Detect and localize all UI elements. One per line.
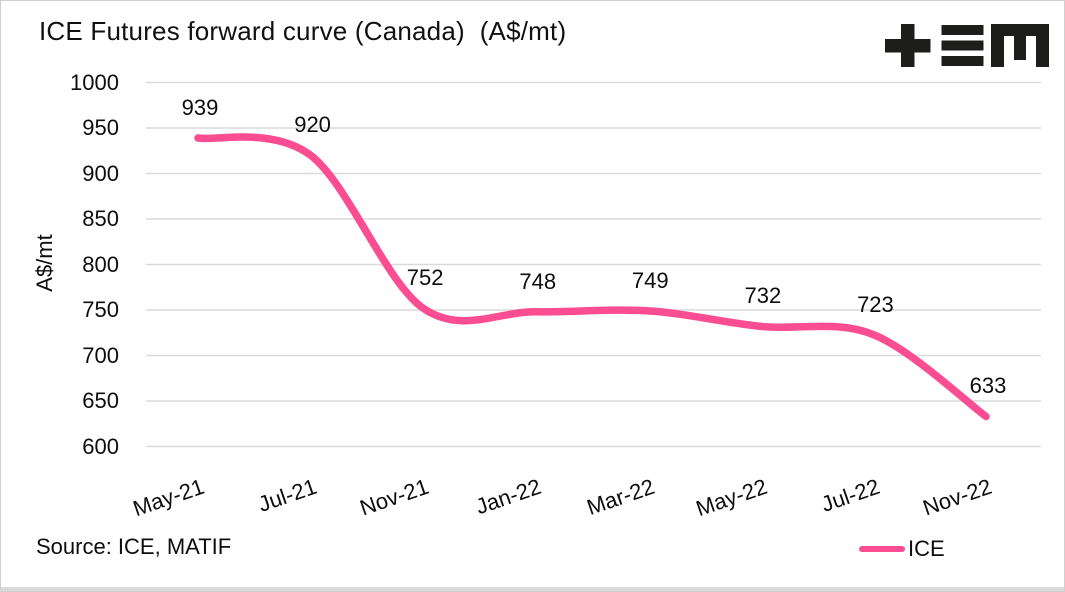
data-label: 732 [744, 283, 782, 309]
y-tick-label: 600 [82, 433, 119, 459]
y-tick-label: 700 [82, 342, 119, 368]
data-label: 920 [294, 112, 331, 138]
y-tick-label: 1000 [70, 69, 119, 95]
y-tick-label: 900 [82, 160, 119, 186]
tem-logo [885, 24, 1049, 67]
y-tick-label: 850 [82, 206, 119, 231]
gridlines [146, 81, 1041, 448]
legend-series-label: ICE [908, 536, 945, 561]
y-tick-label: 800 [82, 251, 119, 277]
legend: ICE [859, 536, 945, 562]
series-line-ice [194, 133, 990, 421]
plus-icon [885, 24, 931, 67]
source-note: Source: ICE, MATIF [36, 534, 232, 559]
data-label: 752 [406, 265, 444, 291]
m-icon [991, 24, 1049, 67]
data-label: 939 [181, 95, 219, 120]
data-label: 748 [519, 268, 557, 294]
data-label: 749 [631, 267, 669, 293]
series-path [194, 133, 990, 421]
chart-title: ICE Futures forward curve (Canada) (A$/m… [39, 16, 567, 46]
legend-line-swatch [859, 545, 905, 553]
y-tick-label: 750 [82, 297, 119, 322]
y-tick-label: 950 [82, 115, 119, 140]
triple-bar-icon [941, 25, 984, 66]
data-label: 723 [857, 291, 894, 317]
bottom-edge-strip [1, 587, 1064, 591]
data-label: 633 [969, 373, 1007, 399]
y-tick-label: 650 [82, 388, 119, 413]
y-axis-title: A$/mt [32, 234, 57, 292]
